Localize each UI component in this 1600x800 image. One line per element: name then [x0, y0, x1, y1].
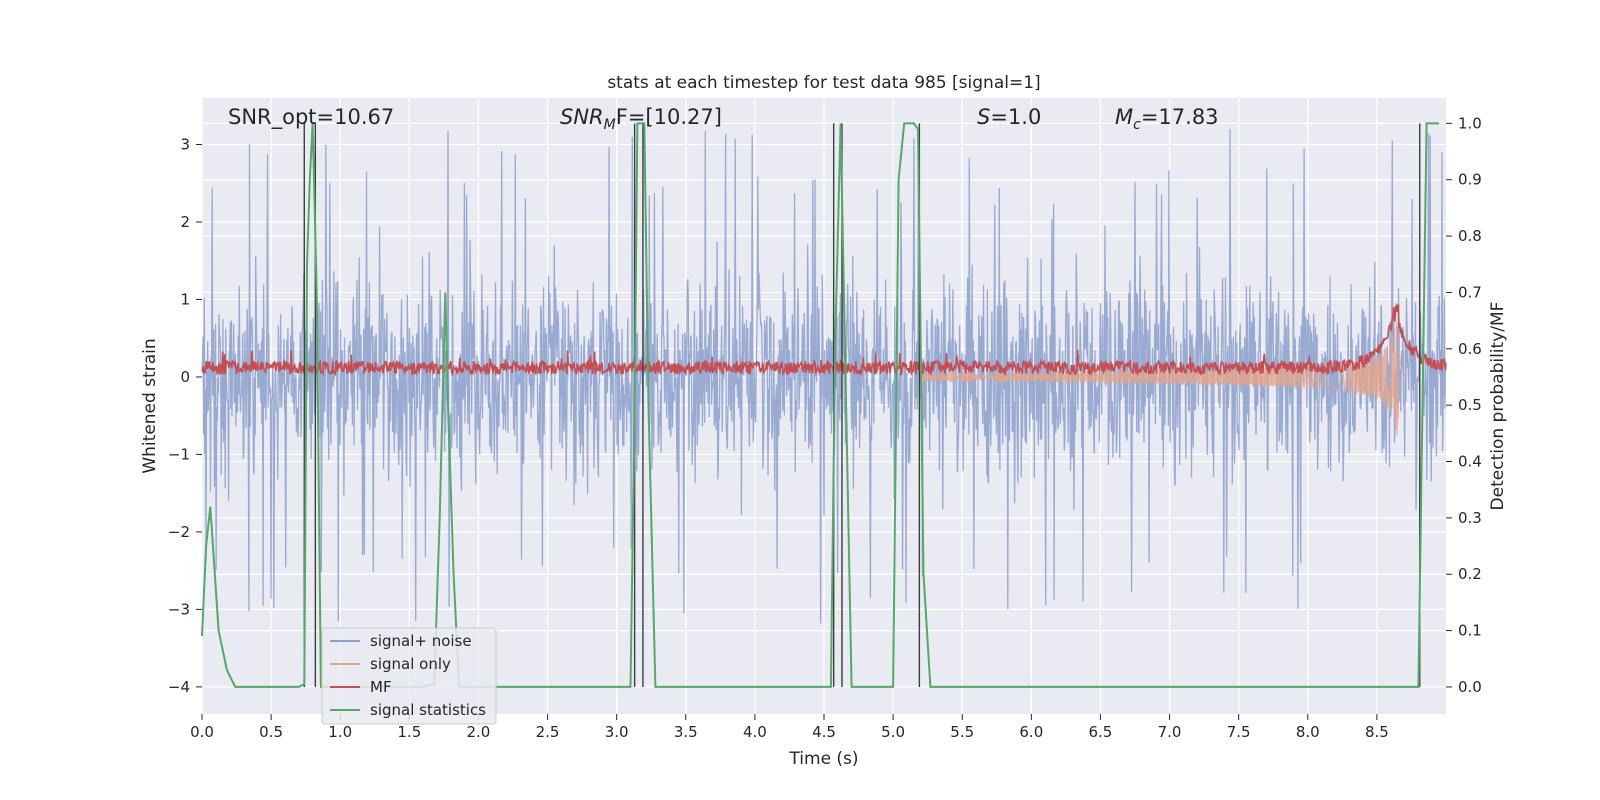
right-tick-label: 1.0: [1458, 114, 1482, 132]
x-tick-label: 2.0: [467, 723, 491, 741]
x-tick-label: 0.5: [259, 723, 283, 741]
y-tick-label: 1: [180, 290, 190, 308]
legend: signal+ noise signal only MF signal stat…: [321, 627, 497, 725]
legend-label-signal-statistics: signal statistics: [370, 701, 486, 719]
legend-label-mf: MF: [370, 678, 392, 696]
right-axis-label: Detection probability/MF: [1488, 302, 1508, 511]
s-rest: =1.0: [990, 105, 1041, 129]
y-axis-label: Whitened strain: [140, 338, 160, 473]
chart-title: stats at each timestep for test data 985…: [607, 73, 1040, 93]
x-tick-label: 6.5: [1089, 723, 1113, 741]
snr-mf-sub: M: [604, 117, 616, 133]
snr-mf-main: SNR: [560, 105, 604, 129]
x-tick-label: 1.5: [397, 723, 421, 741]
right-tick-label: 0.0: [1458, 678, 1482, 696]
legend-label-signal-noise: signal+ noise: [370, 632, 472, 650]
right-tick-label: 0.8: [1458, 227, 1482, 245]
right-axis-ticks: 1.0 0.9 0.8 0.7 0.6 0.5 0.4 0.3 0.2 0.1 0.0: [1446, 114, 1482, 696]
right-tick-label: 0.5: [1458, 396, 1482, 414]
annotation-snr-mf: SNRMF=[10.27]: [560, 105, 722, 133]
legend-label-signal-only: signal only: [370, 655, 451, 673]
mc-sub: c: [1133, 117, 1141, 133]
y-tick-label: 3: [180, 135, 190, 153]
x-tick-label: 3.0: [605, 723, 629, 741]
x-tick-label: 8.0: [1296, 723, 1320, 741]
annotation-mc: Mc=17.83: [1115, 105, 1219, 133]
series-signal-statistics: [201, 122, 1440, 688]
x-tick-label: 0.0: [190, 723, 214, 741]
series-mf: [201, 302, 1447, 378]
y-axis-ticks: 3 2 1 0 −1 −2 −3 −4: [168, 135, 202, 696]
mc-main: M: [1115, 105, 1133, 129]
x-tick-label: 7.5: [1227, 723, 1251, 741]
x-tick-label: 7.0: [1158, 723, 1182, 741]
y-tick-label: −1: [168, 445, 190, 463]
x-tick-label: 5.5: [950, 723, 974, 741]
annotation-s: S=1.0: [977, 105, 1041, 129]
right-tick-label: 0.3: [1458, 509, 1482, 527]
series-signal-noise: [201, 129, 1447, 624]
noise-line: [201, 129, 1447, 624]
right-tick-label: 0.6: [1458, 340, 1482, 358]
annotation-snr-opt: SNR_opt=10.67: [228, 105, 394, 130]
right-tick-label: 0.9: [1458, 171, 1482, 189]
y-tick-label: 2: [180, 213, 190, 231]
right-tick-label: 0.2: [1458, 565, 1482, 583]
x-tick-label: 3.5: [674, 723, 698, 741]
statistics-line: [201, 122, 1440, 688]
y-tick-label: 0: [180, 368, 190, 386]
x-tick-label: 4.5: [812, 723, 836, 741]
x-tick-label: 2.5: [536, 723, 560, 741]
x-tick-label: 1.0: [328, 723, 352, 741]
right-tick-label: 0.7: [1458, 283, 1482, 301]
legend-box: [321, 627, 497, 725]
x-tick-label: 6.0: [1019, 723, 1043, 741]
x-tick-label: 5.0: [881, 723, 905, 741]
mf-line: [201, 302, 1447, 378]
y-tick-label: −4: [168, 678, 190, 696]
snr-mf-rest: F=[10.27]: [616, 105, 722, 129]
s-main: S: [977, 105, 990, 129]
x-tick-label: 8.5: [1365, 723, 1389, 741]
right-tick-label: 0.4: [1458, 453, 1482, 471]
y-tick-label: −2: [168, 523, 190, 541]
mc-rest: =17.83: [1141, 105, 1219, 129]
x-axis-ticks: 0.0 0.5 1.0 1.5 2.0 2.5 3.0 3.5 4.0 4.5 5.0 5.5 6.0 6…: [190, 714, 1389, 741]
y-tick-label: −3: [168, 600, 190, 618]
right-tick-label: 0.1: [1458, 622, 1482, 640]
x-axis-label: Time (s): [788, 749, 858, 769]
x-tick-label: 4.0: [743, 723, 767, 741]
